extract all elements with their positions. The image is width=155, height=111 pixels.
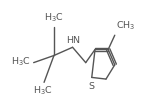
- Text: HN: HN: [66, 36, 80, 45]
- Text: $\mathregular{H_3C}$: $\mathregular{H_3C}$: [44, 12, 64, 24]
- Text: $\mathregular{H_3C}$: $\mathregular{H_3C}$: [11, 56, 31, 68]
- Text: $\mathregular{CH_3}$: $\mathregular{CH_3}$: [116, 20, 135, 33]
- Text: $\mathregular{H_3C}$: $\mathregular{H_3C}$: [33, 85, 53, 97]
- Text: S: S: [88, 82, 94, 91]
